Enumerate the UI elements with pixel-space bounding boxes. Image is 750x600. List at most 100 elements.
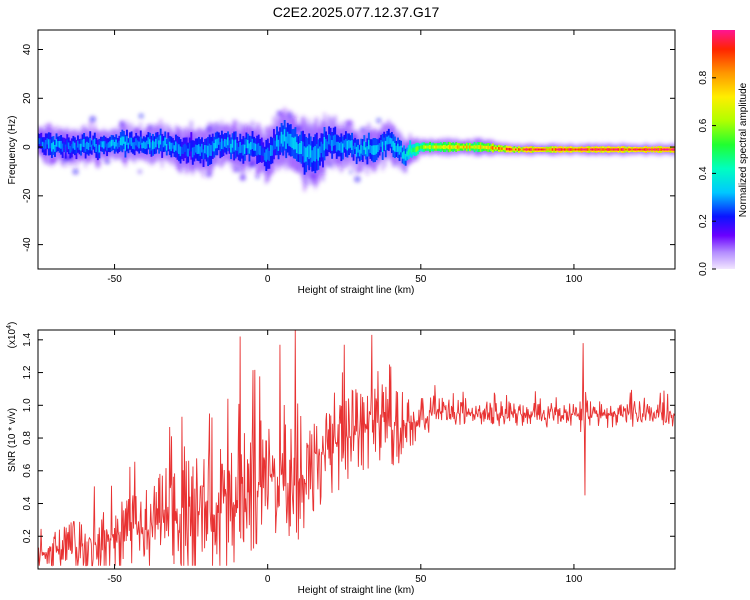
heat-cell-peak	[148, 139, 151, 148]
heat-cell-peak	[150, 142, 153, 151]
heat-cell-peak	[383, 137, 386, 146]
y-tick-label: 1.0	[22, 398, 33, 412]
heat-cell-peak	[46, 138, 49, 145]
heat-cell-peak	[84, 143, 87, 152]
heat-cell-peak	[283, 129, 286, 142]
heat-cell-peak	[619, 148, 621, 151]
heat-cell-peak	[536, 148, 539, 151]
heat-cell-peak	[338, 142, 341, 151]
heat-cell-peak	[41, 141, 44, 148]
heat-cell-peak	[568, 148, 571, 151]
heat-cell-peak	[165, 144, 168, 151]
heat-cell-peak	[124, 141, 127, 151]
snr-y-ticks: 0.2 0.4 0.6 0.8 1.0 1.2 1.4	[22, 332, 675, 543]
heat-cell-peak	[424, 145, 427, 149]
heat-cell-peak	[608, 148, 611, 151]
heat-cell-peak	[211, 141, 214, 152]
heat-scatter-cell	[149, 125, 153, 129]
heat-cell-peak	[361, 145, 364, 156]
heat-cell-peak	[357, 144, 360, 153]
heat-cell-peak	[86, 141, 89, 149]
heat-cell-peak	[597, 148, 600, 151]
heat-cell-peak	[393, 143, 396, 152]
heat-cell-peak	[243, 144, 246, 154]
heat-cell-peak	[390, 138, 393, 147]
heat-cell-peak	[328, 134, 331, 145]
heat-cell-peak	[646, 148, 649, 151]
heat-cell-peak	[513, 148, 516, 151]
colorbar: 0.0 0.2 0.4 0.6 0.8 Normalized spectral ampl…	[698, 30, 749, 276]
heat-cell-peak	[651, 148, 654, 151]
heat-cell-peak	[182, 144, 185, 154]
heat-cell-peak	[374, 145, 376, 155]
heat-cell-peak	[507, 148, 510, 151]
heat-cell-peak	[354, 142, 357, 150]
heat-cell-peak	[629, 148, 632, 151]
heat-cell-peak	[605, 148, 608, 151]
heat-cell-peak	[38, 138, 41, 145]
heat-cell-peak	[479, 145, 482, 149]
heat-cell-peak	[115, 139, 118, 147]
heat-cell-peak	[603, 148, 606, 151]
heat-cell-peak	[433, 145, 436, 149]
heat-cell-peak	[404, 153, 407, 161]
heat-cell-peak	[83, 138, 86, 147]
heat-cell-peak	[317, 148, 320, 161]
heat-scatter-cell	[354, 176, 361, 182]
heat-cell-peak	[484, 145, 487, 149]
heat-cell-peak	[153, 141, 156, 149]
heat-cell-peak	[622, 148, 625, 151]
heat-cell-peak	[438, 145, 441, 149]
heat-cell-peak	[420, 145, 422, 149]
heat-cell-peak	[429, 144, 432, 150]
heat-cell-peak	[648, 148, 651, 151]
heat-cell-peak	[273, 138, 275, 151]
spectrogram-panel: -50 0 50 100 -40 -20 0 20 40 Height of straight…	[7, 29, 676, 296]
heat-cell-peak	[220, 138, 223, 150]
spectrogram-x-ticks: -50 0 50 100	[107, 30, 583, 285]
heat-cell-peak	[596, 148, 599, 151]
heat-cell-peak	[583, 148, 586, 151]
heat-cell-peak	[288, 133, 291, 147]
heat-cell-peak	[589, 148, 592, 151]
heat-cell-peak	[204, 145, 207, 154]
heat-cell-peak	[239, 142, 242, 154]
heat-cell-peak	[510, 148, 513, 151]
heat-cell-peak	[364, 147, 367, 155]
heat-cell-peak	[476, 145, 479, 150]
heat-cell-peak	[436, 145, 439, 149]
heat-cell-peak	[314, 145, 317, 162]
heat-cell-peak	[398, 146, 401, 155]
heat-cell-peak	[430, 145, 433, 149]
heat-cell-peak	[363, 141, 366, 150]
heat-cell-peak	[554, 148, 557, 151]
heat-cell-peak	[377, 144, 380, 153]
heat-cell-peak	[329, 135, 332, 146]
x-tick-label: 50	[415, 574, 427, 585]
heat-cell-peak	[537, 148, 540, 151]
heat-cell-peak	[49, 139, 52, 149]
heat-cell-peak	[208, 143, 211, 156]
heat-cell-peak	[518, 148, 520, 151]
heat-cell-peak	[397, 143, 399, 152]
heat-cell-peak	[139, 136, 142, 145]
heat-cell-peak	[130, 137, 133, 147]
heat-cell-peak	[40, 137, 43, 145]
heat-cell-peak	[487, 145, 490, 150]
heat-cell-peak	[346, 140, 349, 151]
heat-cell-peak	[652, 148, 655, 151]
heat-scatter-cell	[89, 116, 96, 123]
heat-cell-peak	[171, 142, 174, 149]
heat-cell-peak	[122, 136, 125, 144]
heat-cell-peak	[236, 142, 239, 151]
heat-cell-peak	[623, 148, 626, 151]
heat-cell-peak	[626, 148, 629, 151]
heat-cell-peak	[669, 148, 672, 151]
heat-cell-peak	[349, 140, 352, 148]
heat-cell-peak	[588, 148, 591, 151]
heat-cell-peak	[427, 145, 430, 149]
heat-cell-peak	[504, 147, 507, 151]
heat-cell-peak	[237, 146, 240, 155]
heat-cell-peak	[98, 144, 101, 153]
heat-cell-peak	[387, 135, 390, 145]
